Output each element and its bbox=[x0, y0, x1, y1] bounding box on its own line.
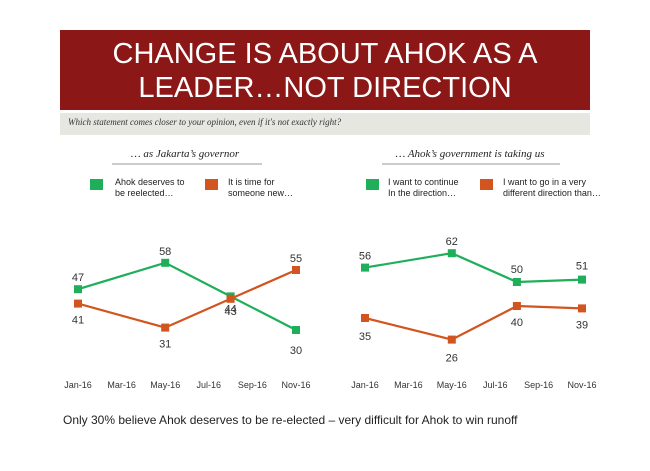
chart-1-x-tick-label: Jan-16 bbox=[64, 380, 92, 390]
chart-1-title: … as Jakarta’s governor bbox=[131, 148, 240, 160]
chart-1-x-tick-label: Sep-16 bbox=[238, 380, 267, 390]
chart-1-legend-swatch-2 bbox=[205, 179, 218, 190]
chart-2-x-tick-label: Nov-16 bbox=[567, 380, 596, 390]
chart-2-x-tick-label: Jan-16 bbox=[351, 380, 379, 390]
chart-2-x-tick-label: Jul-16 bbox=[483, 380, 508, 390]
chart-2-legend-swatch-2 bbox=[480, 179, 493, 190]
chart-1-data-label: 43 bbox=[224, 306, 236, 318]
chart-1-data-label: 47 bbox=[72, 272, 84, 284]
chart-1-data-point bbox=[292, 266, 300, 274]
chart-1-data-label: 31 bbox=[159, 339, 171, 351]
chart-2-data-point bbox=[512, 278, 521, 286]
chart-1-data-point bbox=[161, 323, 170, 332]
chart-2-series-line-1 bbox=[364, 252, 583, 284]
chart-1-x-tick-label: May-16 bbox=[150, 380, 180, 390]
footer-note: Only 30% believe Ahok deserves to be re-… bbox=[63, 413, 518, 427]
chart-2-legend-label-1: In the direction… bbox=[388, 188, 456, 198]
chart-1-legend-swatch-1 bbox=[90, 179, 103, 190]
question-text: Which statement comes closer to your opi… bbox=[68, 117, 342, 127]
chart-2-series-line-2 bbox=[364, 304, 583, 341]
chart-2-data-point bbox=[512, 302, 521, 310]
chart-2-data-label: 39 bbox=[576, 319, 588, 331]
chart-2-data-point bbox=[447, 249, 456, 258]
chart-2-title: … Ahok’s government is taking us bbox=[396, 148, 545, 160]
title-line-2: LEADER…NOT DIRECTION bbox=[138, 72, 512, 104]
chart-2-data-label: 40 bbox=[511, 317, 523, 329]
chart-2-x-tick-label: May-16 bbox=[437, 380, 467, 390]
chart-2-data-point bbox=[361, 314, 369, 322]
chart-2-data-point bbox=[361, 263, 369, 272]
chart-2-data-label: 56 bbox=[359, 251, 371, 263]
title-line-1: CHANGE IS ABOUT AHOK AS A bbox=[112, 38, 538, 70]
chart-2-legend-label-1: I want to continue bbox=[388, 177, 459, 187]
chart-2-data-label: 35 bbox=[359, 331, 371, 343]
question-bar: Which statement comes closer to your opi… bbox=[60, 113, 590, 135]
chart-1-legend-label-2: It is time for bbox=[228, 177, 275, 187]
chart-2-data-label: 51 bbox=[576, 261, 588, 273]
chart-2-data-label: 26 bbox=[446, 353, 458, 365]
chart-1-data-point bbox=[74, 299, 82, 308]
chart-1-x-tick-label: Nov-16 bbox=[281, 380, 310, 390]
chart-1-data-label: 41 bbox=[72, 315, 84, 327]
chart-1-series-line-1 bbox=[77, 261, 297, 331]
chart-1-data-point bbox=[74, 285, 82, 294]
chart-1-data-label: 55 bbox=[290, 253, 302, 265]
chart-1-data-point bbox=[161, 258, 170, 267]
chart-2-data-point bbox=[447, 335, 456, 344]
chart-2-x-tick-label: Sep-16 bbox=[524, 380, 553, 390]
chart-1-x-tick-label: Mar-16 bbox=[107, 380, 136, 390]
chart-2-x-tick-label: Mar-16 bbox=[394, 380, 423, 390]
chart-2-data-point bbox=[578, 275, 586, 284]
chart-2-legend-swatch-1 bbox=[366, 179, 379, 190]
chart-2-legend-label-2: different direction than… bbox=[503, 188, 601, 198]
chart-1-data-label: 44 bbox=[224, 303, 236, 315]
chart-1-x-tick-label: Jul-16 bbox=[197, 380, 222, 390]
title-banner: CHANGE IS ABOUT AHOK AS A LEADER…NOT DIR… bbox=[60, 30, 590, 110]
chart-1-legend-label-1: Ahok deserves to bbox=[115, 177, 185, 187]
chart-1-data-point bbox=[292, 326, 300, 334]
chart-2-data-point bbox=[578, 304, 586, 313]
chart-1-legend-label-1: be reelected… bbox=[115, 188, 174, 198]
chart-2-legend-label-2: I want to go in a very bbox=[503, 177, 587, 187]
chart-1-legend-label-2: someone new… bbox=[228, 188, 293, 198]
chart-1-data-label: 58 bbox=[159, 246, 171, 258]
chart-1-series-line-2 bbox=[77, 268, 297, 329]
chart-1-data-point bbox=[226, 294, 235, 303]
chart-2-data-label: 50 bbox=[511, 264, 523, 276]
chart-1-data-label: 30 bbox=[290, 345, 302, 357]
chart-2-data-label: 62 bbox=[446, 236, 458, 248]
